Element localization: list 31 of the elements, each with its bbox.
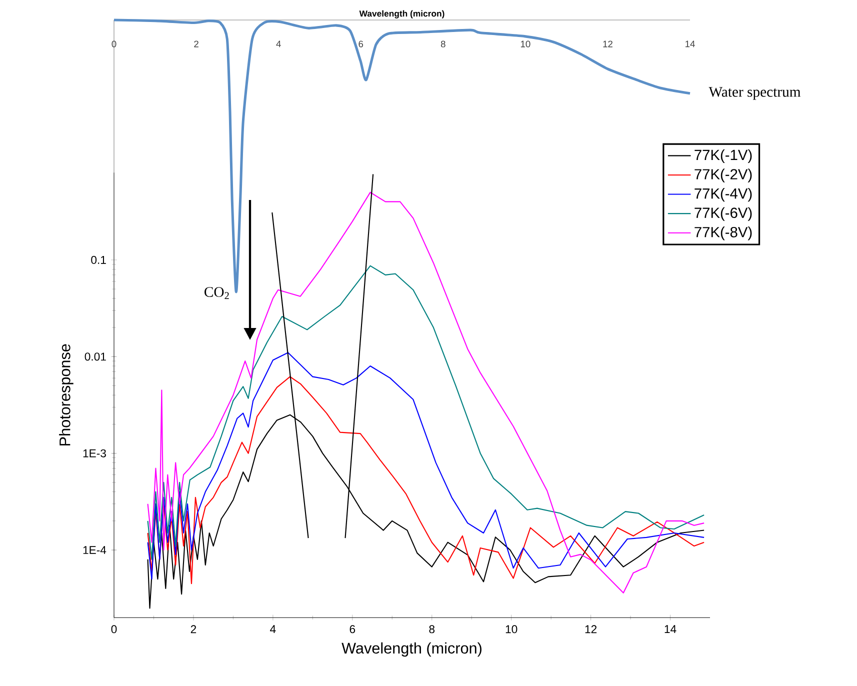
x-tick-label: 14 [686, 40, 695, 48]
x-tick-label: 6 [358, 40, 364, 48]
legend-label: 77K(-4V) [694, 188, 752, 202]
x-tick-label: 6 [350, 625, 356, 634]
x-tick-label: 2 [190, 625, 196, 634]
y-tick-label: 0.1 [91, 256, 106, 264]
y-tick-label: 1E-4 [83, 546, 106, 554]
x-axis-title: Wavelength (micron) [342, 642, 482, 657]
x-tick-label: 8 [429, 625, 435, 634]
x-tick-label: 10 [520, 40, 530, 48]
x-tick-label: 12 [585, 625, 597, 634]
legend-label: 77K(-2V) [694, 168, 752, 182]
legend-label: 77K(-1V) [694, 149, 752, 164]
x-tick-label: 2 [194, 40, 198, 48]
x-tick-label: 4 [270, 625, 276, 633]
x-tick-label: 8 [440, 40, 446, 48]
x-tick-label: 12 [603, 40, 612, 48]
y-tick-label: 0.01 [84, 352, 106, 361]
x-axis-title: Wavelength (micron) [359, 10, 444, 18]
line-series [147, 265, 705, 560]
y-tick-label: 1E-3 [83, 449, 106, 458]
annotation: CO$_{2}$ [204, 287, 229, 299]
x-tick-label: 14 [664, 625, 676, 633]
x-tick-label: 0 [112, 40, 116, 48]
legend-label: 77K(-6V) [694, 207, 752, 221]
y-axis-title: Photoresponse [59, 344, 74, 446]
x-tick-label: 10 [506, 625, 518, 634]
series-label: Water spectrum [708, 87, 801, 100]
x-tick-label: 4 [276, 40, 281, 48]
legend-label: 77K(-8V) [694, 226, 752, 240]
x-tick-label: 0 [111, 625, 117, 634]
